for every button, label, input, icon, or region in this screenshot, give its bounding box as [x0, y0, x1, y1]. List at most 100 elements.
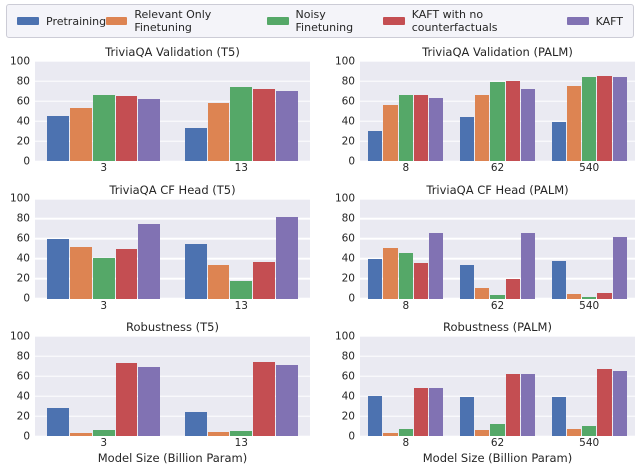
x-axis-label: Model Size (Billion Param) [422, 450, 573, 465]
gridline [35, 257, 310, 260]
plot-area [360, 60, 635, 162]
bar [383, 247, 398, 299]
bar [138, 223, 161, 299]
y-tick-label: 100 [334, 192, 355, 205]
bar [612, 77, 627, 161]
bar [551, 122, 566, 161]
y-tick-label: 40 [16, 114, 30, 127]
y-axis: 0 20 40 60 80 100 [5, 56, 35, 166]
x-axis-label [35, 175, 310, 177]
legend-item-label: Relevant Only Finetuning [134, 8, 212, 34]
x-axis: 8 62 540 [360, 299, 635, 313]
bar-group [360, 336, 452, 437]
gridline [35, 197, 310, 200]
x-axis: 8 62 540 [360, 436, 635, 450]
x-tick-label: 540 [579, 162, 600, 174]
y-tick-label: 20 [16, 272, 30, 285]
bar [368, 131, 383, 161]
bar [612, 236, 627, 299]
bar-groups [35, 61, 310, 161]
x-axis-label [360, 175, 635, 177]
gridline [360, 217, 635, 220]
bar [138, 99, 161, 161]
x-tick-label: 3 [100, 162, 108, 174]
gridline [35, 395, 310, 397]
y-tick-label: 100 [9, 192, 30, 205]
x-tick-label: 540 [579, 437, 600, 450]
chart-triviaqa-validation-t5: TriviaQA Validation (T5) 0 20 40 60 80 100 3 1… [5, 45, 310, 177]
legend-swatch-icon [566, 17, 589, 25]
gridline [360, 297, 635, 300]
bar [230, 431, 253, 437]
bar [92, 430, 115, 437]
bar-groups [35, 336, 310, 437]
x-tick-label: 3 [100, 437, 108, 450]
y-tick-label: 80 [341, 349, 355, 362]
bar [490, 294, 505, 299]
bars [47, 336, 161, 437]
bar [253, 362, 275, 437]
y-tick-label: 60 [341, 369, 355, 382]
y-axis: 0 20 40 60 80 100 [330, 193, 360, 303]
bar-group [543, 336, 635, 437]
x-tick-label: 13 [234, 162, 248, 174]
bars [47, 199, 161, 299]
bars [459, 61, 536, 161]
gridline [35, 237, 310, 240]
bar [92, 95, 115, 161]
bar [566, 293, 582, 299]
legend-item: Relevant Only Finetuning [106, 8, 267, 34]
y-tick-label: 100 [9, 54, 30, 67]
bars [459, 199, 536, 299]
bar-group [452, 336, 544, 437]
x-tick-label: 62 [490, 437, 505, 450]
bar-groups [360, 61, 635, 161]
x-axis: 3 13 [35, 161, 310, 175]
y-axis: 0 20 40 60 80 100 [5, 193, 35, 303]
bar [70, 108, 92, 161]
bar [566, 86, 582, 161]
y-axis: 0 20 40 60 80 100 [330, 331, 360, 441]
gridline [360, 395, 635, 397]
bar [475, 287, 490, 299]
bars [184, 199, 298, 299]
bars [459, 336, 536, 437]
x-axis-label: Model Size (Billion Param) [97, 450, 248, 465]
gridline [35, 297, 310, 300]
gridline [360, 80, 635, 82]
bar-group [35, 336, 173, 437]
x-tick-label: 8 [402, 162, 410, 174]
bar-group [35, 199, 173, 299]
plot-area [35, 60, 310, 162]
y-tick-label: 0 [23, 292, 30, 305]
plot-area [360, 197, 635, 300]
bar [138, 367, 161, 437]
bar [184, 128, 207, 161]
bar [275, 216, 298, 299]
x-axis: 3 13 [35, 436, 310, 450]
x-axis-label [360, 312, 635, 314]
bar [383, 433, 398, 437]
bar [184, 412, 207, 437]
bars [368, 199, 444, 299]
chart-title: Robustness (PALM) [443, 320, 552, 335]
gridline [360, 435, 635, 437]
bar [207, 432, 230, 437]
bar [253, 261, 275, 299]
bar-group [360, 199, 452, 299]
gridline [360, 60, 635, 62]
bar-group [35, 61, 173, 161]
y-tick-label: 20 [341, 272, 355, 285]
bar [582, 426, 597, 437]
bar-group [452, 61, 544, 161]
gridline [360, 237, 635, 240]
y-axis: 0 20 40 60 80 100 [330, 56, 360, 166]
y-tick-label: 20 [16, 409, 30, 422]
gridline [35, 160, 310, 162]
gridline [35, 120, 310, 122]
gridline [360, 160, 635, 162]
bar [551, 397, 566, 437]
gridline [35, 80, 310, 82]
bar [207, 264, 230, 299]
chart-triviaqa-cf-head-t5: TriviaQA CF Head (T5) 0 20 40 60 80 100 3 13 [5, 183, 310, 315]
